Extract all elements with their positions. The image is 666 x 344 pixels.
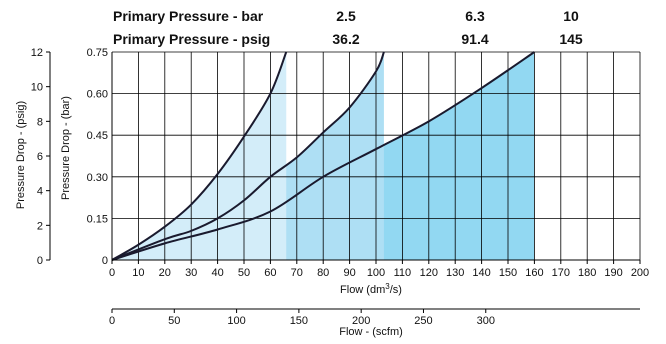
x2-tick-label-150: 150 bbox=[290, 315, 308, 327]
x-tick-label-90: 90 bbox=[343, 267, 355, 279]
x-tick-label-10: 10 bbox=[132, 267, 144, 279]
y-tick-label-0.45: 0.45 bbox=[87, 130, 108, 142]
x-axis-title: Flow (dm3/s) bbox=[340, 282, 402, 296]
x-tick-label-150: 150 bbox=[499, 267, 517, 279]
y-tick-label-0.15: 0.15 bbox=[87, 213, 108, 225]
x-tick-label-50: 50 bbox=[238, 267, 250, 279]
x-tick-label-110: 110 bbox=[394, 267, 412, 279]
y2-tick-label-0: 0 bbox=[37, 255, 43, 267]
header-bar-value-2: 6.3 bbox=[465, 8, 485, 24]
grid-lines bbox=[112, 51, 641, 260]
y-axis-bar-title: Pressure Drop - (bar) bbox=[60, 96, 72, 200]
x-tick-label-30: 30 bbox=[185, 267, 197, 279]
header-bar-value-3: 10 bbox=[563, 8, 579, 24]
y2-tick-label-4: 4 bbox=[37, 186, 43, 198]
y-tick-label-0.60: 0.60 bbox=[87, 89, 108, 101]
series-area-2.5bar bbox=[112, 52, 287, 260]
x2-tick-label-50: 50 bbox=[168, 315, 180, 327]
x-tick-label-160: 160 bbox=[525, 267, 543, 279]
series-curve-2.5bar bbox=[111, 51, 288, 261]
x-tick-label-140: 140 bbox=[472, 267, 490, 279]
y-tick-label-0.75: 0.75 bbox=[87, 47, 108, 59]
header-row-label-bar: Primary Pressure - bar bbox=[113, 8, 264, 24]
header-psig-value-1: 36.2 bbox=[332, 31, 359, 47]
y2-tick-label-8: 8 bbox=[37, 116, 43, 128]
x2-tick-label-200: 200 bbox=[352, 315, 370, 327]
x-tick-label-190: 190 bbox=[604, 267, 622, 279]
y2-tick-label-6: 6 bbox=[37, 151, 43, 163]
x-tick-label-200: 200 bbox=[631, 267, 649, 279]
y-tick-label-0.30: 0.30 bbox=[87, 172, 108, 184]
x2-axis-title: Flow - (scfm) bbox=[339, 326, 403, 338]
x-tick-label-170: 170 bbox=[552, 267, 570, 279]
x-tick-label-120: 120 bbox=[420, 267, 438, 279]
x-tick-label-180: 180 bbox=[578, 267, 596, 279]
x2-tick-label-250: 250 bbox=[414, 315, 432, 327]
x-tick-label-0: 0 bbox=[109, 267, 115, 279]
x-tick-label-70: 70 bbox=[291, 267, 303, 279]
header-bar-value-1: 2.5 bbox=[336, 8, 356, 24]
x-tick-label-80: 80 bbox=[317, 267, 329, 279]
series-curve-10bar bbox=[111, 51, 535, 261]
x-tick-label-40: 40 bbox=[211, 267, 223, 279]
y2-tick-label-10: 10 bbox=[31, 82, 43, 94]
axes: 0 10 20 30 40 50 60 70 80 90 100 110 120 130 140 150 160… bbox=[31, 47, 649, 327]
x2-tick-label-0: 0 bbox=[109, 315, 115, 327]
x-tick-label-130: 130 bbox=[446, 267, 464, 279]
series-curves bbox=[111, 51, 535, 261]
x-tick-label-20: 20 bbox=[159, 267, 171, 279]
header-psig-value-3: 145 bbox=[559, 31, 583, 47]
x2-tick-label-100: 100 bbox=[227, 315, 245, 327]
y-axis-psig-title: Pressure Drop - (psig) bbox=[15, 101, 27, 209]
header-row-label-psig: Primary Pressure - psig bbox=[113, 31, 270, 47]
series-area-6.3bar bbox=[112, 52, 384, 260]
x2-tick-label-300: 300 bbox=[477, 315, 495, 327]
series-curve-6.3bar bbox=[111, 51, 385, 261]
y2-tick-label-12: 12 bbox=[31, 47, 43, 59]
x-tick-label-60: 60 bbox=[264, 267, 276, 279]
y2-tick-label-2: 2 bbox=[37, 220, 43, 232]
header-psig-value-2: 91.4 bbox=[461, 31, 488, 47]
y-tick-label-0: 0 bbox=[102, 255, 108, 267]
x-tick-label-100: 100 bbox=[367, 267, 385, 279]
